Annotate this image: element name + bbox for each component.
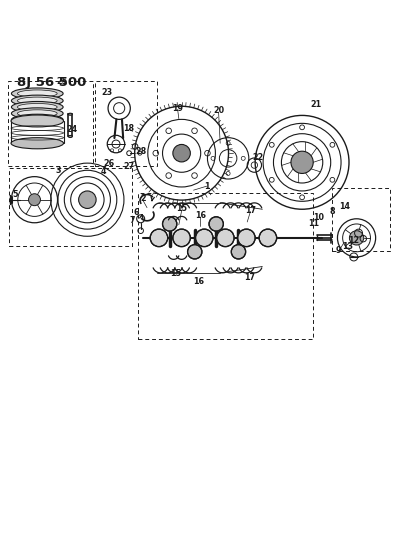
Circle shape <box>162 217 177 231</box>
Ellipse shape <box>12 101 63 112</box>
Text: 16: 16 <box>195 211 206 220</box>
Text: 3: 3 <box>55 166 61 175</box>
Text: 18: 18 <box>123 124 134 133</box>
Ellipse shape <box>11 115 63 127</box>
Text: 28: 28 <box>135 148 146 157</box>
Circle shape <box>291 151 313 173</box>
Ellipse shape <box>12 114 63 125</box>
Bar <box>10 168 132 246</box>
Text: 15: 15 <box>170 269 181 278</box>
Ellipse shape <box>18 97 57 104</box>
Text: 7: 7 <box>130 216 135 225</box>
Ellipse shape <box>11 138 63 149</box>
Ellipse shape <box>12 108 63 119</box>
Bar <box>8 81 93 166</box>
Ellipse shape <box>18 90 57 97</box>
Text: 27: 27 <box>123 162 134 171</box>
Ellipse shape <box>18 110 57 117</box>
Circle shape <box>173 229 190 247</box>
Ellipse shape <box>68 113 72 115</box>
Text: 19: 19 <box>172 104 183 113</box>
Text: 17: 17 <box>245 206 256 215</box>
Text: 15: 15 <box>176 204 187 213</box>
Text: 14: 14 <box>339 201 350 211</box>
Circle shape <box>259 229 277 247</box>
Text: 22: 22 <box>253 152 264 161</box>
Bar <box>138 192 313 339</box>
Text: 23: 23 <box>102 88 113 97</box>
Text: 8J 56 500: 8J 56 500 <box>17 76 86 90</box>
Text: 5: 5 <box>12 190 18 199</box>
Text: 10: 10 <box>313 214 324 222</box>
Circle shape <box>350 231 364 245</box>
Text: 20: 20 <box>213 106 224 115</box>
Ellipse shape <box>12 95 63 106</box>
Circle shape <box>209 217 223 231</box>
Text: 25: 25 <box>57 77 68 86</box>
Text: 9: 9 <box>336 246 342 255</box>
Text: 4: 4 <box>101 167 106 176</box>
Text: 11: 11 <box>308 219 320 228</box>
Circle shape <box>79 191 96 208</box>
Bar <box>95 81 157 166</box>
Text: 1: 1 <box>204 182 209 191</box>
Circle shape <box>196 229 213 247</box>
Text: 17: 17 <box>244 273 255 282</box>
Text: 12: 12 <box>348 236 359 245</box>
Circle shape <box>231 245 246 259</box>
Circle shape <box>150 229 168 247</box>
Circle shape <box>173 144 190 162</box>
Circle shape <box>217 229 234 247</box>
Ellipse shape <box>18 103 57 111</box>
Ellipse shape <box>68 135 72 138</box>
Ellipse shape <box>18 116 57 123</box>
Text: 8: 8 <box>330 207 336 216</box>
Circle shape <box>28 193 40 206</box>
Text: 21: 21 <box>310 100 321 109</box>
Bar <box>332 188 390 252</box>
Ellipse shape <box>12 88 63 99</box>
Text: 16: 16 <box>193 277 204 286</box>
Circle shape <box>238 229 255 247</box>
Text: 13: 13 <box>342 242 353 251</box>
Text: 2: 2 <box>140 193 146 203</box>
Circle shape <box>188 245 202 259</box>
Text: 26: 26 <box>103 159 115 168</box>
Text: 6: 6 <box>133 208 138 217</box>
Text: 24: 24 <box>66 125 77 134</box>
